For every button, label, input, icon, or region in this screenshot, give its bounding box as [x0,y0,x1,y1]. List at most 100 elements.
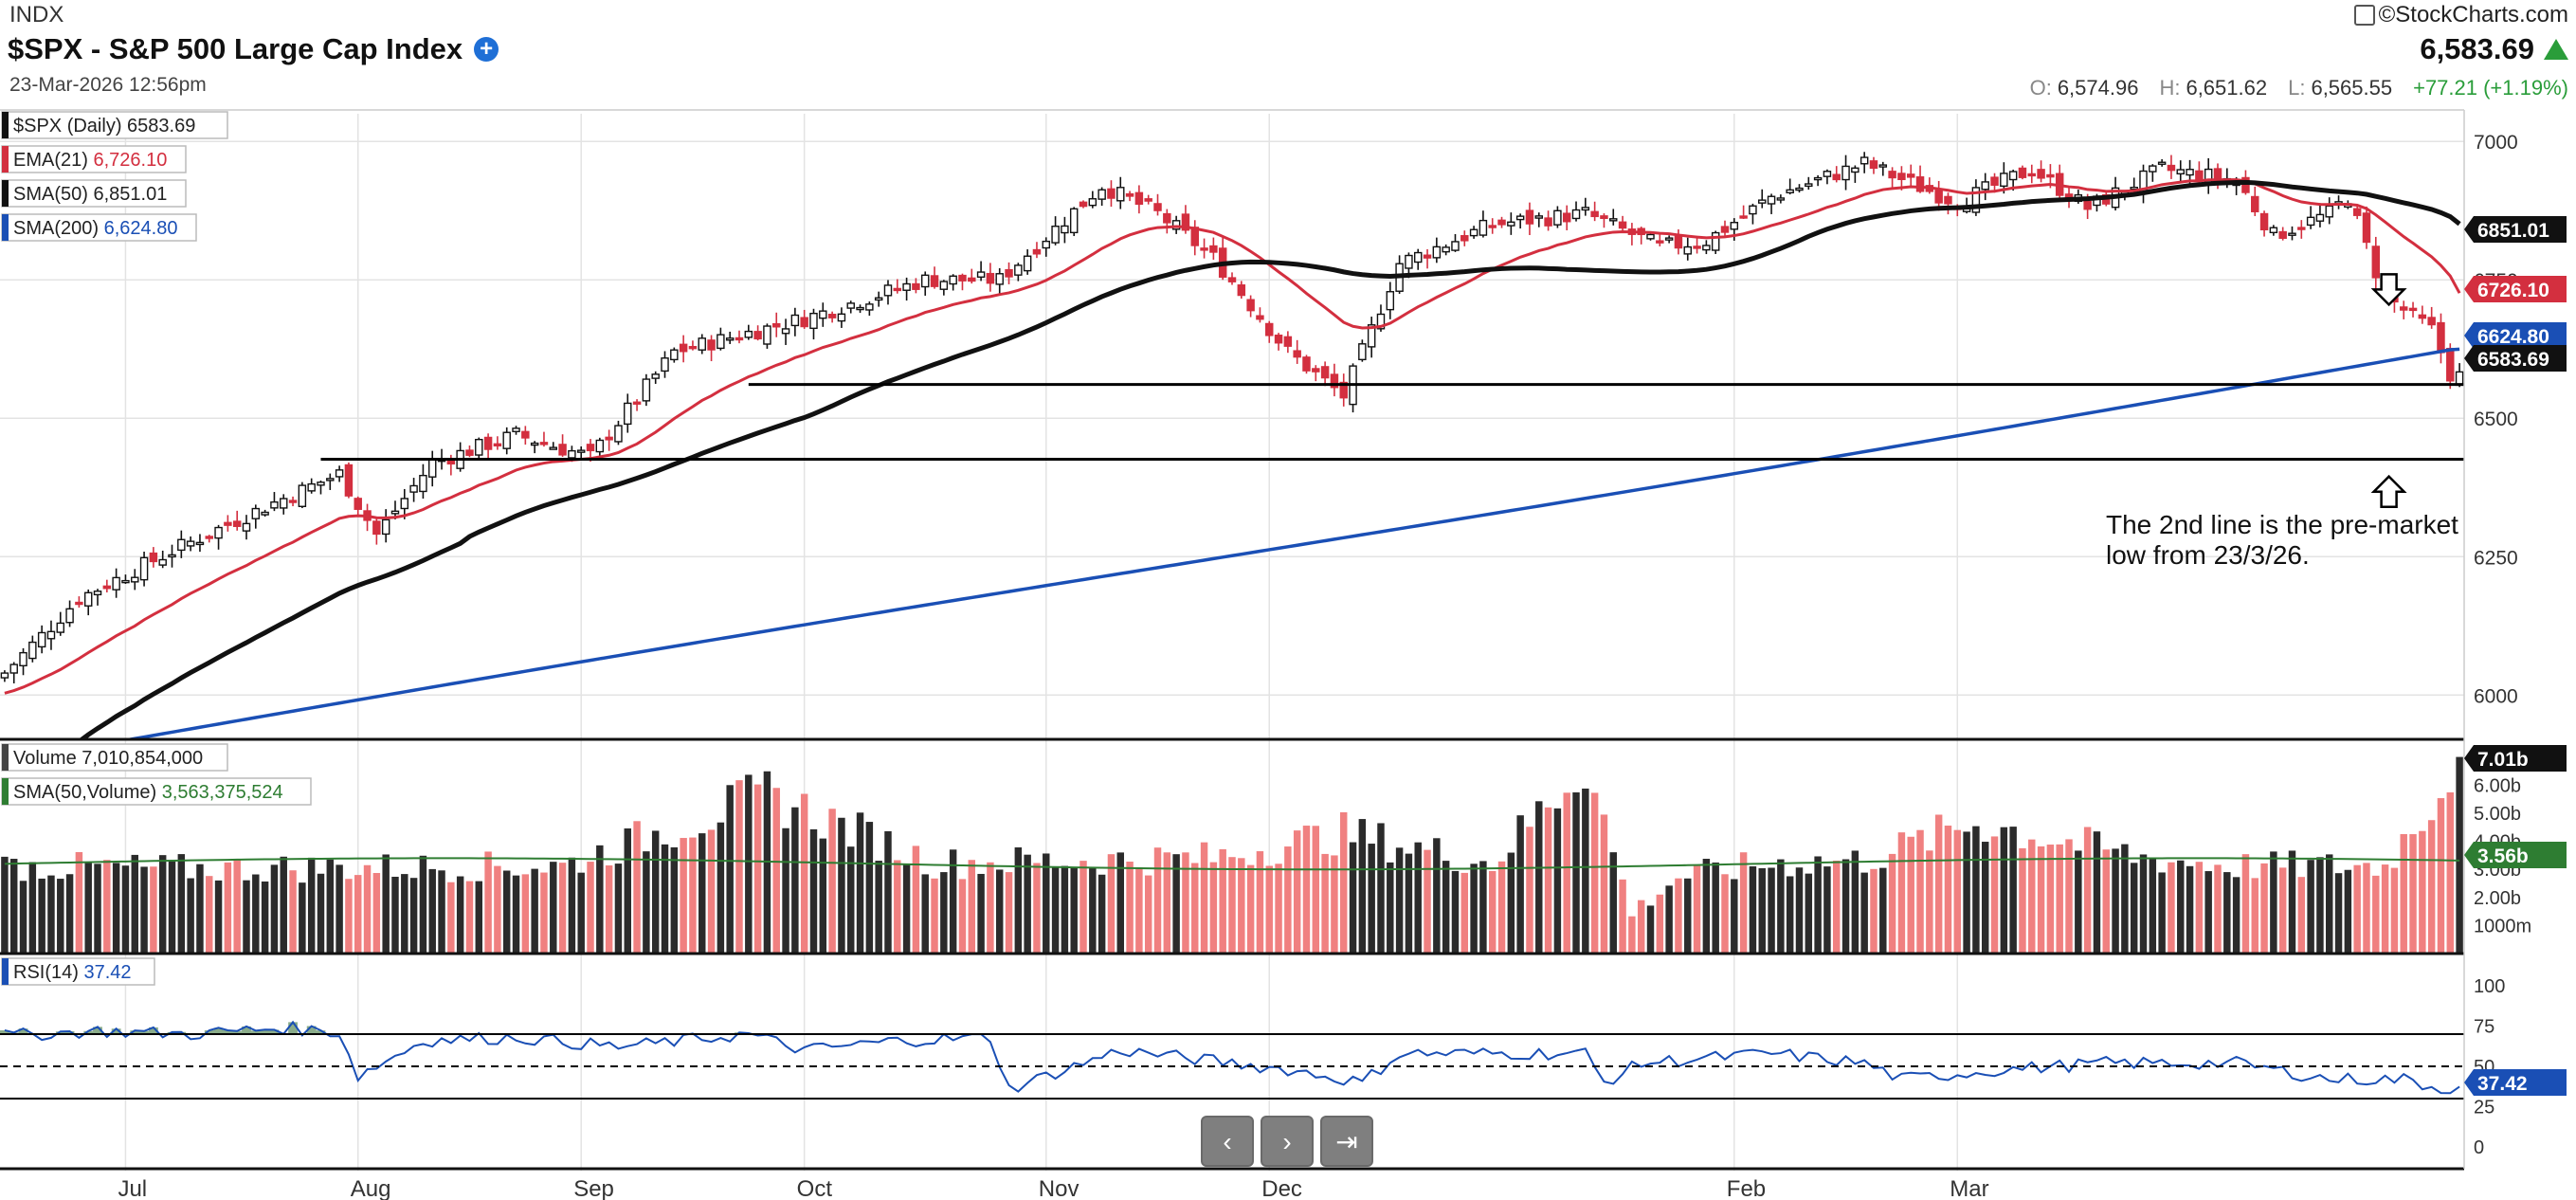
volume-bar [47,875,55,954]
volume-bar [2121,844,2129,954]
legend-rsi-label: RSI(14) 37.42 [13,962,132,983]
scroll-end-button[interactable]: ⇥ [1320,1116,1373,1167]
volume-bar [614,864,623,954]
candle-body [902,282,911,291]
badge-volume-text: 7.01b [2477,749,2529,771]
volume-bar [782,827,789,954]
volume-bar [1246,864,1255,954]
candle-body [1283,336,1293,347]
candle-body [1888,171,1896,179]
volume-bar [2288,850,2296,954]
candle-body [1562,212,1571,223]
volume-bar [1172,854,1180,954]
candle-body [1693,245,1701,249]
candle-body [1116,187,1125,202]
candle-body [2008,171,2018,181]
candle-body [2149,165,2157,173]
badge-sma200-shape [2464,322,2567,349]
volume-bar [465,881,474,954]
volume-bar [512,875,520,954]
volume-bar [987,862,994,954]
volume-bar [261,882,269,954]
candle-body [920,274,930,288]
candle-body [1813,176,1823,181]
legend-rsi-box [1,957,155,986]
candle-body [1859,156,1869,165]
candle-body [1581,207,1590,211]
candle-body [1209,245,1218,253]
grid-lines [0,114,2464,1171]
page-title: $SPX - S&P 500 Large Cap Index + [8,32,499,66]
volume-bar [1731,879,1738,954]
volume-bar [550,862,557,954]
brand[interactable]: ©StockCharts.com [2353,2,2568,28]
candle-body [1795,187,1804,191]
candle-body [2130,187,2138,191]
candle-body [1674,235,1683,249]
y-label-7000: 7000 [2474,132,2518,154]
candle-body [1171,220,1181,230]
annotation-line-1: The 2nd line is the pre-market [2106,510,2458,539]
volume-bar [2177,860,2185,954]
candle-body [995,273,1004,285]
volume-bar [2344,869,2352,954]
volume-bar [419,855,427,954]
volume-bar [2297,877,2306,954]
badge-vol-sma-text: 3.56b [2477,845,2529,867]
volume-bar [1619,879,1626,954]
volume-bar [206,876,213,954]
volume-bar [1451,870,1460,954]
volume-bar [214,880,223,954]
ema21-line [4,178,2461,695]
triangle-up-icon [2544,39,2568,60]
candle-body [837,313,846,322]
volume-bar [1433,838,1441,954]
candle-body [930,275,939,287]
volume-bar [1395,847,1404,954]
candle-body [1906,173,1915,178]
candle-body [688,345,698,350]
candle-body [1339,381,1348,399]
volume-bar [643,851,650,954]
volume-bar [2056,844,2063,954]
volume-bar [65,874,74,954]
volume-bar [2251,878,2259,954]
candle-body [335,469,344,478]
y-label-6000: 6000 [2474,685,2518,707]
candle-body [177,538,186,552]
volume-bar [2419,830,2426,954]
candle-body [1237,284,1246,297]
candle-body [2027,173,2037,177]
badge-last-text: 6583.69 [2477,349,2549,371]
volume-bar [1768,867,1775,954]
candle-body [2352,208,2362,216]
candle-body [214,526,223,539]
volume-bar [1182,852,1189,954]
volume-bar [1786,876,1794,954]
candle-body [121,579,130,584]
rsi-label-25: 25 [2474,1098,2494,1118]
candle-body [1265,322,1274,336]
volume-bar [1358,819,1367,954]
volume-bar [233,859,241,954]
volume-bar [1302,826,1311,954]
candle-body [1163,212,1171,224]
volume-bar [558,863,567,954]
volume-bar [2139,854,2148,954]
candle-body [158,558,167,566]
badge-sma200-text: 6624.80 [2477,326,2549,348]
volume-bar [1368,844,1375,954]
candle-body [2176,169,2185,175]
candle-body [2399,306,2408,311]
scroll-right-button[interactable]: › [1261,1116,1314,1167]
candle-body [1358,343,1367,361]
candle-body [1032,248,1042,255]
candle-body [390,510,400,515]
candle-body [1227,277,1237,282]
volume-bar [1926,850,1933,954]
volume-bar [502,870,511,954]
scroll-left-button[interactable]: ‹ [1201,1116,1254,1167]
volume-bar [456,876,464,954]
plus-icon[interactable]: + [474,37,499,62]
